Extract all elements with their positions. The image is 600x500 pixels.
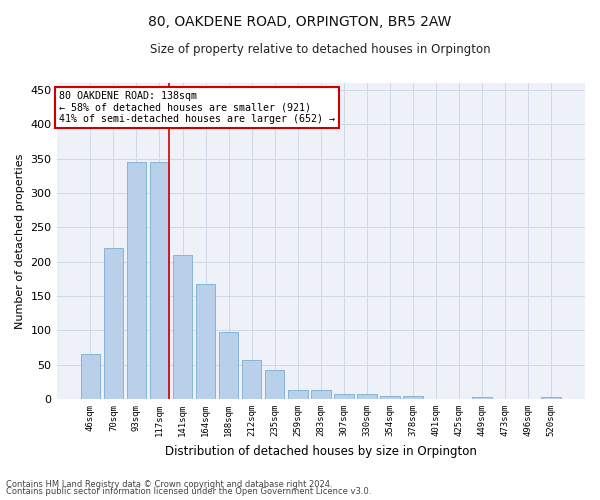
Text: 80, OAKDENE ROAD, ORPINGTON, BR5 2AW: 80, OAKDENE ROAD, ORPINGTON, BR5 2AW <box>148 15 452 29</box>
Text: Contains HM Land Registry data © Crown copyright and database right 2024.: Contains HM Land Registry data © Crown c… <box>6 480 332 489</box>
Y-axis label: Number of detached properties: Number of detached properties <box>15 154 25 328</box>
Bar <box>127 162 146 399</box>
Text: Contains public sector information licensed under the Open Government Licence v3: Contains public sector information licen… <box>6 487 371 496</box>
Bar <box>311 390 331 399</box>
Bar <box>541 397 561 399</box>
Bar <box>196 284 215 399</box>
Bar <box>173 255 193 399</box>
Bar <box>80 354 100 399</box>
Bar <box>219 332 238 399</box>
Bar <box>288 390 308 399</box>
X-axis label: Distribution of detached houses by size in Orpington: Distribution of detached houses by size … <box>165 444 477 458</box>
Bar <box>403 396 423 399</box>
Bar <box>104 248 123 399</box>
Bar <box>242 360 262 399</box>
Title: Size of property relative to detached houses in Orpington: Size of property relative to detached ho… <box>151 42 491 56</box>
Bar <box>334 394 353 399</box>
Bar <box>472 397 492 399</box>
Bar <box>357 394 377 399</box>
Text: 80 OAKDENE ROAD: 138sqm
← 58% of detached houses are smaller (921)
41% of semi-d: 80 OAKDENE ROAD: 138sqm ← 58% of detache… <box>59 91 335 124</box>
Bar <box>265 370 284 399</box>
Bar <box>380 396 400 399</box>
Bar <box>149 162 169 399</box>
